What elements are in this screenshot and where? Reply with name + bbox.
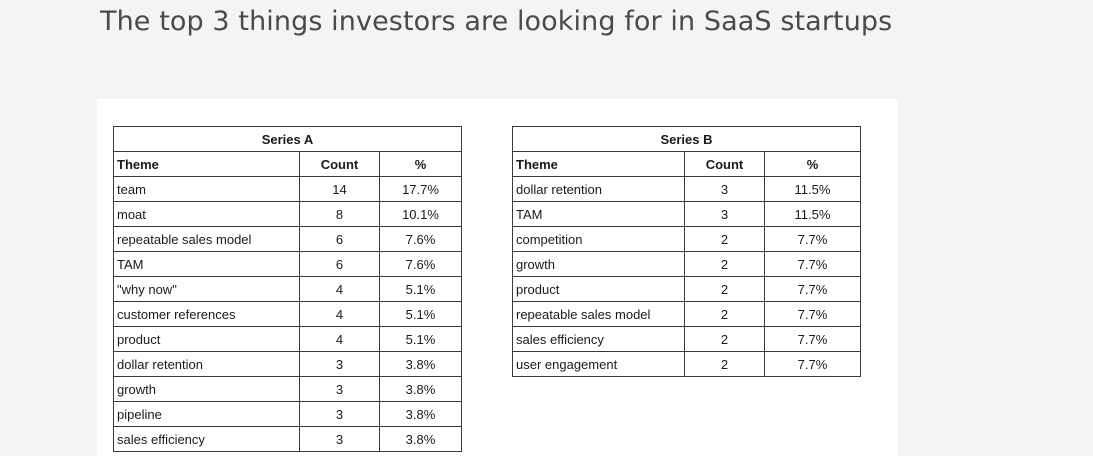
theme-cell: competition bbox=[512, 226, 685, 252]
count-cell: 3 bbox=[299, 426, 380, 452]
theme-cell: growth bbox=[512, 251, 685, 277]
tables-panel: Series A Theme Count % team 14 17.7% moat 8 1… bbox=[97, 99, 898, 456]
table-row: product 2 7.7% bbox=[512, 276, 861, 302]
column-header-theme: Theme bbox=[512, 151, 685, 177]
table-row: TAM 3 11.5% bbox=[512, 201, 861, 227]
theme-cell: repeatable sales model bbox=[113, 226, 300, 252]
theme-cell: user engagement bbox=[512, 351, 685, 377]
count-cell: 2 bbox=[684, 326, 765, 352]
percent-cell: 5.1% bbox=[379, 326, 462, 352]
theme-cell: customer references bbox=[113, 301, 300, 327]
theme-cell: product bbox=[512, 276, 685, 302]
percent-cell: 7.7% bbox=[764, 351, 861, 377]
table-row: customer references 4 5.1% bbox=[113, 301, 462, 327]
table-row: team 14 17.7% bbox=[113, 176, 462, 202]
count-cell: 4 bbox=[299, 276, 380, 302]
table-row: moat 8 10.1% bbox=[113, 201, 462, 227]
theme-cell: sales efficiency bbox=[512, 326, 685, 352]
theme-cell: "why now" bbox=[113, 276, 300, 302]
count-cell: 2 bbox=[684, 251, 765, 277]
count-cell: 4 bbox=[299, 301, 380, 327]
count-cell: 3 bbox=[299, 401, 380, 427]
table-row: growth 2 7.7% bbox=[512, 251, 861, 277]
theme-cell: pipeline bbox=[113, 401, 300, 427]
percent-cell: 10.1% bbox=[379, 201, 462, 227]
count-cell: 3 bbox=[684, 201, 765, 227]
theme-cell: TAM bbox=[113, 251, 300, 277]
percent-cell: 5.1% bbox=[379, 276, 462, 302]
column-header-theme: Theme bbox=[113, 151, 300, 177]
percent-cell: 7.7% bbox=[764, 301, 861, 327]
table-row: user engagement 2 7.7% bbox=[512, 351, 861, 377]
column-header-count: Count bbox=[684, 151, 765, 177]
percent-cell: 7.7% bbox=[764, 226, 861, 252]
table-row: pipeline 3 3.8% bbox=[113, 401, 462, 427]
table-row: sales efficiency 3 3.8% bbox=[113, 426, 462, 452]
percent-cell: 7.7% bbox=[764, 326, 861, 352]
table-row: repeatable sales model 2 7.7% bbox=[512, 301, 861, 327]
percent-cell: 17.7% bbox=[379, 176, 462, 202]
column-header-count: Count bbox=[299, 151, 380, 177]
percent-cell: 3.8% bbox=[379, 401, 462, 427]
percent-cell: 7.6% bbox=[379, 251, 462, 277]
percent-cell: 3.8% bbox=[379, 426, 462, 452]
count-cell: 3 bbox=[299, 351, 380, 377]
count-cell: 2 bbox=[684, 276, 765, 302]
theme-cell: team bbox=[113, 176, 300, 202]
count-cell: 8 bbox=[299, 201, 380, 227]
page-title: The top 3 things investors are looking f… bbox=[100, 6, 893, 37]
percent-cell: 7.7% bbox=[764, 251, 861, 277]
series-a-table: Series A Theme Count % team 14 17.7% moat 8 1… bbox=[113, 126, 462, 452]
theme-cell: TAM bbox=[512, 201, 685, 227]
table-row: dollar retention 3 3.8% bbox=[113, 351, 462, 377]
count-cell: 3 bbox=[299, 376, 380, 402]
table-title: Series B bbox=[512, 126, 861, 152]
count-cell: 2 bbox=[684, 301, 765, 327]
table-row: "why now" 4 5.1% bbox=[113, 276, 462, 302]
percent-cell: 3.8% bbox=[379, 376, 462, 402]
theme-cell: dollar retention bbox=[512, 176, 685, 202]
series-b-table: Series B Theme Count % dollar retention 3… bbox=[512, 126, 861, 377]
theme-cell: product bbox=[113, 326, 300, 352]
table-row: repeatable sales model 6 7.6% bbox=[113, 226, 462, 252]
percent-cell: 3.8% bbox=[379, 351, 462, 377]
theme-cell: repeatable sales model bbox=[512, 301, 685, 327]
table-row: growth 3 3.8% bbox=[113, 376, 462, 402]
count-cell: 6 bbox=[299, 226, 380, 252]
theme-cell: sales efficiency bbox=[113, 426, 300, 452]
column-header-percent: % bbox=[764, 151, 861, 177]
percent-cell: 11.5% bbox=[764, 176, 861, 202]
count-cell: 2 bbox=[684, 226, 765, 252]
table-row: product 4 5.1% bbox=[113, 326, 462, 352]
percent-cell: 11.5% bbox=[764, 201, 861, 227]
theme-cell: dollar retention bbox=[113, 351, 300, 377]
table-row: competition 2 7.7% bbox=[512, 226, 861, 252]
percent-cell: 7.7% bbox=[764, 276, 861, 302]
count-cell: 4 bbox=[299, 326, 380, 352]
table-body: team 14 17.7% moat 8 10.1% repeatable sales mo… bbox=[113, 176, 462, 452]
table-body: dollar retention 3 11.5% TAM 3 11.5% competiti… bbox=[512, 176, 861, 377]
table-row: dollar retention 3 11.5% bbox=[512, 176, 861, 202]
count-cell: 6 bbox=[299, 251, 380, 277]
count-cell: 2 bbox=[684, 351, 765, 377]
percent-cell: 7.6% bbox=[379, 226, 462, 252]
count-cell: 3 bbox=[684, 176, 765, 202]
percent-cell: 5.1% bbox=[379, 301, 462, 327]
count-cell: 14 bbox=[299, 176, 380, 202]
table-row: TAM 6 7.6% bbox=[113, 251, 462, 277]
theme-cell: moat bbox=[113, 201, 300, 227]
table-row: sales efficiency 2 7.7% bbox=[512, 326, 861, 352]
column-header-percent: % bbox=[379, 151, 462, 177]
table-title: Series A bbox=[113, 126, 462, 152]
theme-cell: growth bbox=[113, 376, 300, 402]
